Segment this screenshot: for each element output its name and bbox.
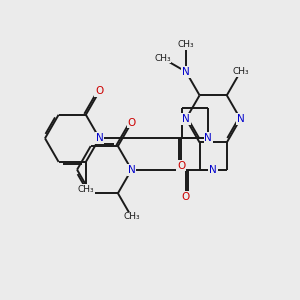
Text: N: N: [128, 165, 135, 175]
Text: CH₃: CH₃: [232, 67, 249, 76]
Text: N: N: [236, 114, 244, 124]
Text: O: O: [95, 86, 104, 96]
Text: O: O: [128, 118, 136, 128]
Text: O: O: [177, 160, 185, 171]
Text: N: N: [182, 67, 190, 77]
Text: CH₃: CH₃: [154, 54, 171, 63]
Text: N: N: [96, 133, 103, 143]
Text: N: N: [205, 133, 212, 143]
Text: O: O: [182, 192, 190, 202]
Text: N: N: [182, 114, 190, 124]
Text: CH₃: CH₃: [178, 40, 194, 49]
Text: CH₃: CH₃: [77, 184, 94, 194]
Text: CH₃: CH₃: [123, 212, 140, 221]
Text: N: N: [209, 165, 217, 175]
